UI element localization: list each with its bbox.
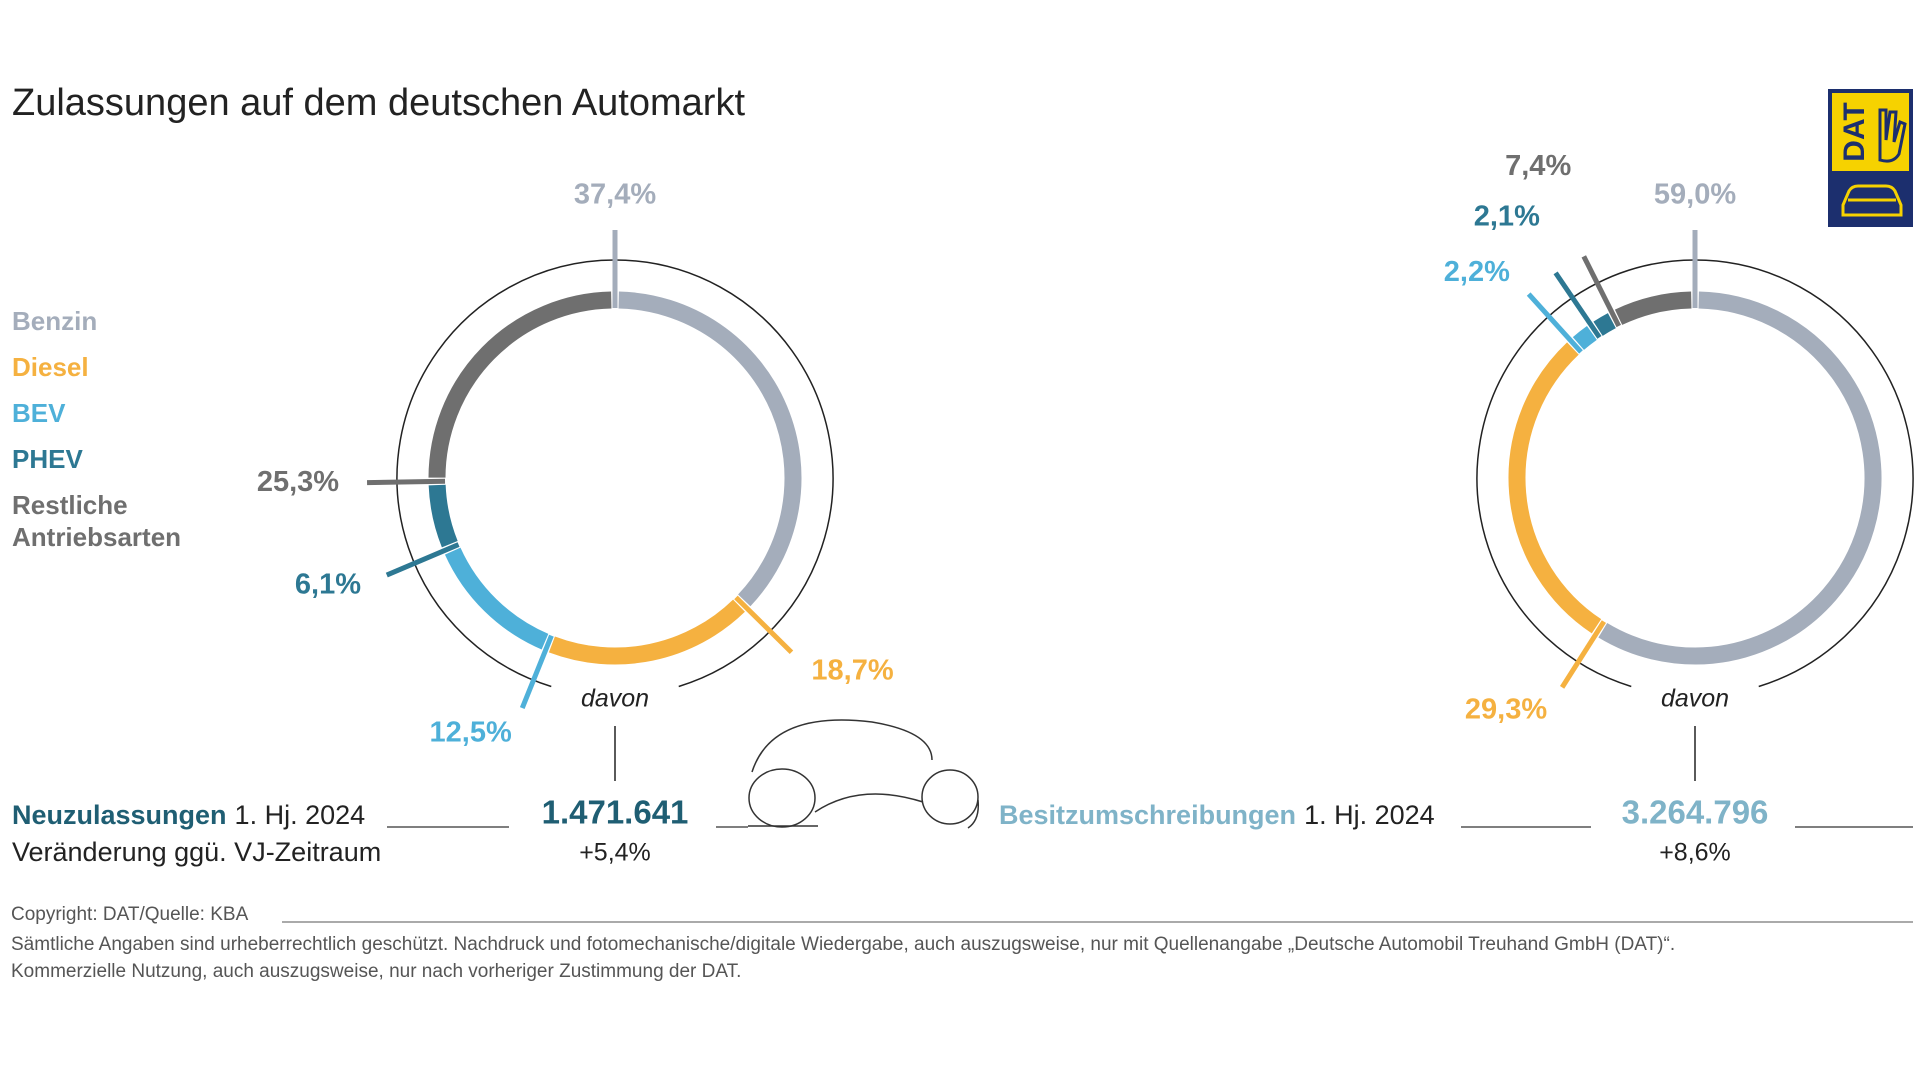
summary-change: +8,6% (1659, 839, 1731, 867)
footer-notice: Sämtliche Angaben sind urheberrechtlich … (11, 934, 1676, 955)
leader-line (1581, 255, 1622, 328)
outer-ring (1476, 259, 1914, 688)
legend-entry: Benzin (12, 306, 98, 336)
summary-label: Besitzumschreibungen (999, 800, 1296, 830)
donut-segment (444, 547, 549, 650)
donut-segment (428, 484, 458, 548)
leader-line (519, 634, 554, 709)
legend-entry: BEV (12, 398, 66, 428)
value-label: 59,0% (1654, 179, 1736, 211)
leader-line (1526, 292, 1583, 354)
donut-segment (1614, 291, 1692, 326)
summary-period: 1. Hj. 2024 (235, 800, 366, 830)
car-line (748, 799, 980, 829)
value-label: 18,7% (811, 655, 893, 687)
value-label: 25,3% (257, 466, 339, 498)
value-label: 12,5% (430, 717, 512, 749)
summary-label: Neuzulassungen (12, 800, 227, 830)
leader-line (734, 595, 794, 655)
logo: DAT (1828, 89, 1913, 227)
donut-segment (1508, 342, 1602, 634)
donut-segment (1593, 313, 1616, 336)
value-label: 6,1% (295, 569, 361, 601)
value-label: 37,4% (574, 179, 656, 211)
legend-entry: Restliche Antriebsarten (12, 490, 182, 552)
center-label: davon (581, 685, 649, 713)
logo-text: DAT (1838, 102, 1871, 161)
value-label: 2,1% (1474, 200, 1540, 232)
car-body (814, 793, 924, 813)
car-roof (751, 719, 933, 773)
value-label: 29,3% (1465, 694, 1547, 726)
donut-segment (1598, 291, 1882, 665)
leader-line (1553, 271, 1602, 339)
summary-change: +5,4% (579, 839, 651, 867)
logo-car (1841, 184, 1903, 217)
donut-segment (618, 291, 802, 607)
summary-line: Besitzumschreibungen 1. Hj. 2024 (999, 800, 1435, 830)
car-sketch (748, 719, 980, 829)
donut-segment (548, 599, 745, 665)
legend-entry: Diesel (12, 352, 89, 382)
leader-line (1560, 620, 1607, 689)
summary-change-label: Veränderung ggü. VJ-Zeitraum (12, 837, 381, 867)
footer-source: Copyright: DAT/Quelle: KBA (11, 904, 249, 925)
car-wheel (748, 768, 816, 828)
car-wheel (921, 769, 979, 825)
logo-hand (1878, 108, 1907, 163)
leader-line (385, 542, 460, 578)
summary-total: 1.471.641 (542, 794, 689, 831)
title: Zulassungen auf dem deutschen Automarkt (12, 82, 745, 124)
leader-line (366, 478, 446, 486)
summary-period: 1. Hj. 2024 (1304, 800, 1435, 830)
summary-line: Neuzulassungen 1. Hj. 2024 (12, 800, 365, 830)
outer-ring (396, 259, 834, 688)
donut-segment (428, 291, 612, 478)
value-label: 2,2% (1444, 256, 1510, 288)
footer-notice: Kommerzielle Nutzung, auch auszugsweise,… (11, 961, 742, 982)
legend-entry: PHEV (12, 444, 83, 474)
summary-total: 3.264.796 (1622, 794, 1769, 831)
center-label: davon (1661, 685, 1729, 713)
legend: Benzin Diesel BEV PHEV Restliche Antriebsart… (12, 305, 232, 567)
value-label: 7,4% (1505, 150, 1571, 182)
donut-segment (1572, 325, 1597, 350)
